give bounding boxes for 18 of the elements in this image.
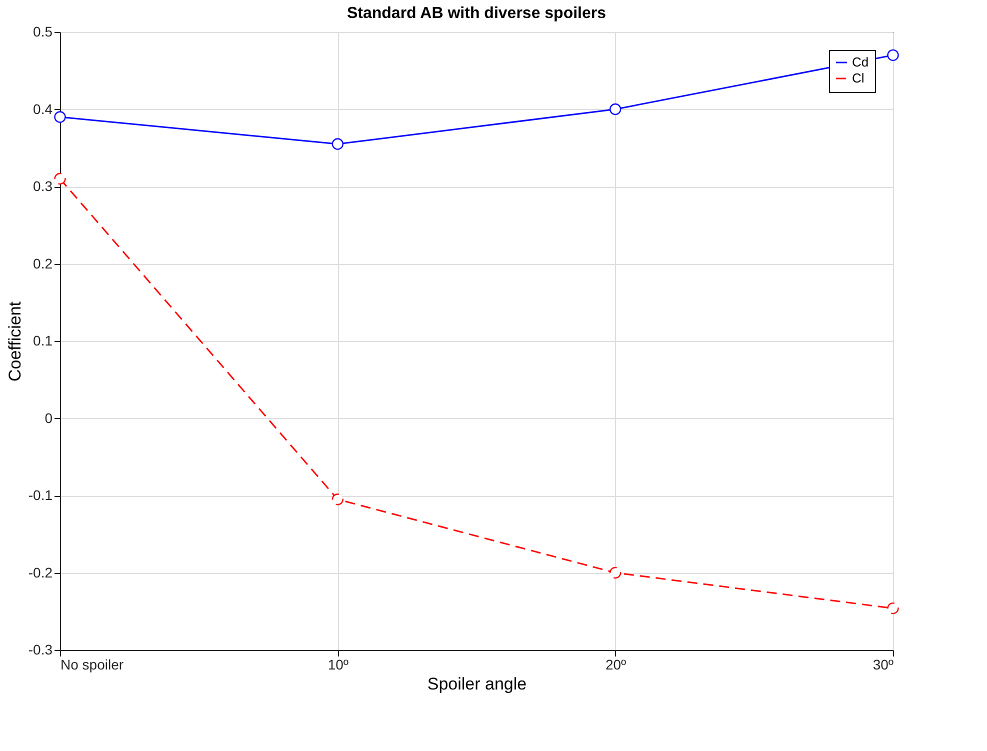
legend-label: Cl — [852, 70, 864, 86]
y-tick-label: 0.1 — [33, 332, 53, 348]
x-tick-label: 20º — [605, 656, 626, 672]
x-tick-label: 30º — [872, 656, 894, 672]
y-tick-label: -0.2 — [28, 564, 53, 580]
y-tick-label: -0.1 — [28, 487, 53, 503]
legend-label: Cd — [852, 54, 869, 70]
y-tick-label: 0.2 — [33, 255, 53, 272]
y-tick-label: -0.3 — [28, 642, 53, 658]
y-tick-label: 0 — [44, 410, 53, 426]
y-tick-label: 0.4 — [33, 100, 53, 117]
y-axis-title: Coefficient — [5, 301, 24, 382]
x-tick-label: 10º — [328, 656, 349, 672]
x-tick-label: No spoiler — [60, 656, 124, 672]
y-tick-label: 0.3 — [33, 178, 53, 194]
x-axis-title: Spoiler angle — [427, 674, 527, 694]
chart-title: Standard AB with diverse spoilers — [346, 5, 606, 22]
y-tick-label: 0.5 — [33, 24, 53, 40]
